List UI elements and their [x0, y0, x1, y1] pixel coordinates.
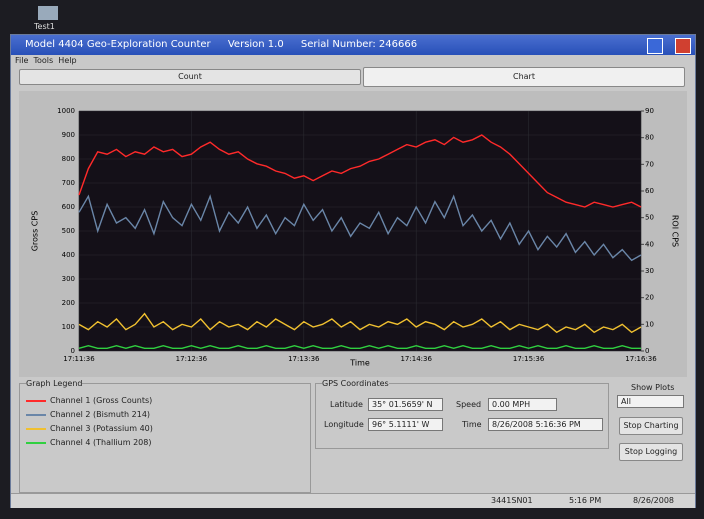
- y-tick-label: 400: [62, 251, 75, 259]
- window-title: Model 4404 Geo-Exploration Counter: [25, 39, 211, 50]
- status-item: 8/26/2008: [633, 496, 674, 505]
- x-axis-label: Time: [349, 359, 370, 368]
- x-tick-label: 17:15:36: [513, 355, 545, 363]
- status-item: 3441SN01: [491, 496, 533, 505]
- minimize-button[interactable]: [647, 38, 663, 54]
- x-tick-label: 17:14:36: [400, 355, 432, 363]
- chart: Gross CPS ROI CPS Time 01002003004005006…: [19, 91, 687, 377]
- legend-entry: Channel 4 (Thallium 208): [26, 438, 151, 447]
- y2-tick-label: 40: [645, 240, 654, 248]
- window-serial: Serial Number: 246666: [301, 39, 417, 50]
- y-axis-label: Gross CPS: [31, 211, 40, 252]
- legend-swatch: [26, 442, 46, 444]
- y-tick-label: 200: [62, 299, 75, 307]
- y-tick-label: 800: [62, 155, 75, 163]
- y2-tick-label: 80: [645, 134, 654, 142]
- gps-title: GPS Coordinates: [322, 379, 389, 388]
- legend-label: Channel 3 (Potassium 40): [50, 424, 153, 433]
- legend-box: Graph Legend Channel 1 (Gross Counts)Cha…: [19, 383, 311, 493]
- icon-label: Test1: [34, 22, 55, 31]
- time-field[interactable]: 8/26/2008 5:16:36 PM: [488, 418, 603, 431]
- screen: Test1 Model 4404 Geo-Exploration Counter…: [0, 0, 704, 519]
- y-tick-label: 600: [62, 203, 75, 211]
- y-tick-label: 700: [62, 179, 75, 187]
- y-tick-label: 500: [62, 227, 75, 235]
- legend-label: Channel 2 (Bismuth 214): [50, 410, 150, 419]
- show-plots-select[interactable]: All: [617, 395, 684, 408]
- label: Latitude: [330, 400, 363, 409]
- status-item: 5:16 PM: [569, 496, 601, 505]
- y2-tick-label: 90: [645, 107, 654, 115]
- legend-swatch: [26, 400, 46, 402]
- show-plots-label: Show Plots: [631, 383, 674, 392]
- status-bar: 3441SN01 5:16 PM 8/26/2008: [11, 493, 695, 508]
- menu-item[interactable]: File: [15, 56, 28, 65]
- menu-item[interactable]: Tools: [33, 56, 53, 65]
- button[interactable]: Stop Logging: [619, 443, 683, 461]
- y-tick-label: 300: [62, 275, 75, 283]
- y2-tick-label: 0: [645, 347, 649, 355]
- speed-field[interactable]: 0.00 MPH: [488, 398, 557, 411]
- longitude-field[interactable]: 96° 5.1111' W: [368, 418, 443, 431]
- latitude-field[interactable]: 35° 01.5659' N: [368, 398, 443, 411]
- tab-active[interactable]: Chart: [363, 67, 685, 87]
- y-tick-label: 100: [62, 323, 75, 331]
- y2-tick-label: 30: [645, 267, 654, 275]
- y2-tick-label: 60: [645, 187, 654, 195]
- title-bar: Model 4404 Geo-Exploration Counter Versi…: [11, 35, 695, 55]
- window-version: Version 1.0: [228, 39, 284, 50]
- legend-swatch: [26, 428, 46, 430]
- x-tick-label: 17:12:36: [176, 355, 208, 363]
- y-tick-label: 0: [71, 347, 75, 355]
- legend-entry: Channel 3 (Potassium 40): [26, 424, 153, 433]
- y-tick-label: 1000: [57, 107, 75, 115]
- desktop-icon[interactable]: [38, 6, 58, 20]
- y2-tick-label: 10: [645, 320, 654, 328]
- label: Longitude: [324, 420, 364, 429]
- menu-bar: File Tools Help: [15, 56, 77, 65]
- y2-axis-label: ROI CPS: [671, 215, 680, 247]
- label: Time: [462, 420, 482, 429]
- y2-tick-label: 70: [645, 160, 654, 168]
- window: Model 4404 Geo-Exploration Counter Versi…: [10, 34, 696, 508]
- x-tick-label: 17:13:36: [288, 355, 320, 363]
- y2-tick-label: 50: [645, 214, 654, 222]
- legend-entry: Channel 1 (Gross Counts): [26, 396, 152, 405]
- button[interactable]: Stop Charting: [619, 417, 683, 435]
- menu-item[interactable]: Help: [58, 56, 76, 65]
- close-button[interactable]: [675, 38, 691, 54]
- legend-swatch: [26, 414, 46, 416]
- legend-title: Graph Legend: [26, 379, 82, 388]
- y2-tick-label: 20: [645, 294, 654, 302]
- tab[interactable]: Count: [19, 69, 361, 85]
- gps-box: GPS Coordinates Latitude 35° 01.5659' N …: [315, 383, 609, 449]
- label: Speed: [456, 400, 481, 409]
- legend-label: Channel 1 (Gross Counts): [50, 396, 152, 405]
- legend-entry: Channel 2 (Bismuth 214): [26, 410, 150, 419]
- x-tick-label: 17:16:36: [625, 355, 657, 363]
- legend-label: Channel 4 (Thallium 208): [50, 438, 151, 447]
- x-tick-label: 17:11:36: [63, 355, 95, 363]
- y-tick-label: 900: [62, 131, 75, 139]
